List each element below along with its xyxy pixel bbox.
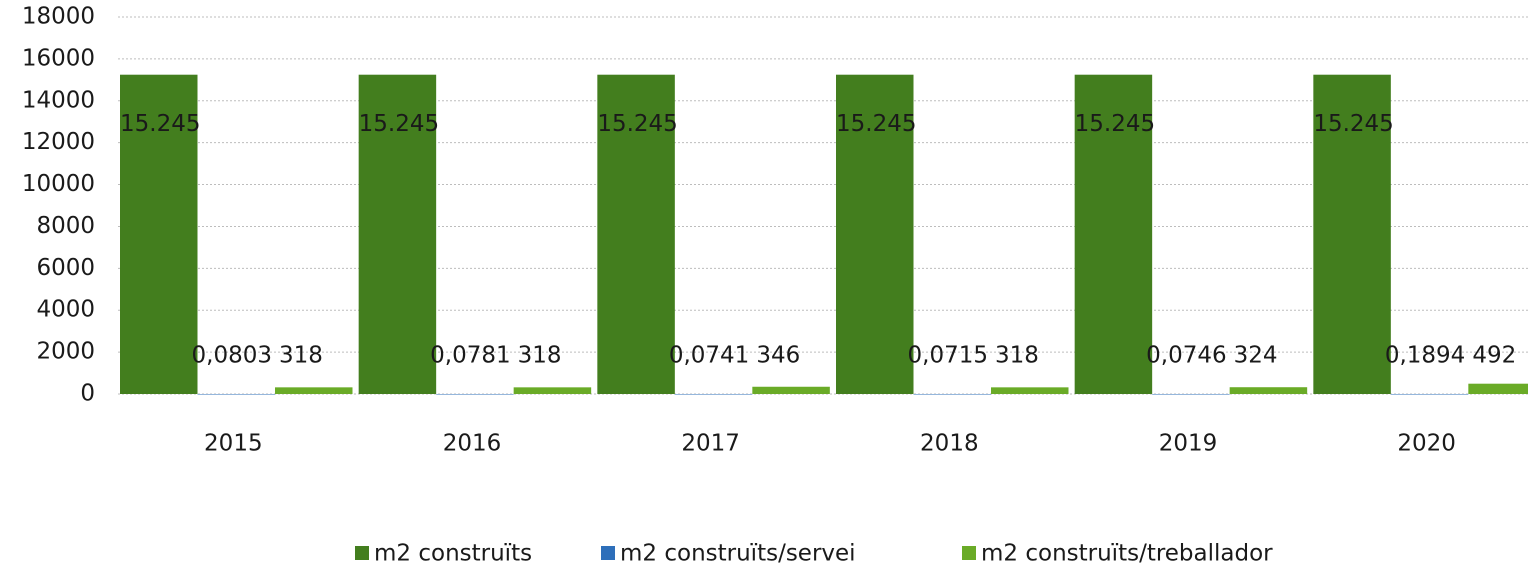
- x-tick-label: 2019: [1159, 431, 1218, 457]
- y-tick-label: 14000: [22, 87, 95, 113]
- bar: [1074, 74, 1153, 395]
- legend-label: m2 construïts: [374, 541, 532, 567]
- data-label: 492: [1472, 343, 1516, 369]
- x-tick-label: 2015: [204, 431, 263, 457]
- bar: [1468, 383, 1528, 394]
- data-label: 0,0803: [192, 343, 272, 369]
- data-label: 318: [279, 343, 323, 369]
- bar: [991, 387, 1069, 394]
- bar: [120, 74, 198, 395]
- legend-label: m2 construïts/servei: [620, 541, 856, 567]
- data-label: 318: [518, 343, 562, 369]
- legend-swatch: [601, 546, 615, 560]
- bar: [1313, 74, 1391, 395]
- data-label: 0,0746: [1146, 343, 1226, 369]
- bar: [1390, 393, 1469, 395]
- x-tick-label: 2018: [920, 431, 979, 457]
- data-label: 15.245: [1313, 111, 1393, 137]
- legend-label: m2 construïts/treballador: [981, 541, 1273, 567]
- bar: [197, 393, 275, 395]
- data-label: 0,1894: [1385, 343, 1465, 369]
- bar: [1152, 393, 1230, 395]
- legend-swatch: [355, 546, 369, 560]
- x-tick-label: 2016: [443, 431, 502, 457]
- bar: [674, 393, 753, 395]
- data-label: 0,0715: [908, 343, 988, 369]
- legend-swatch: [962, 546, 976, 560]
- y-tick-label: 10000: [22, 171, 95, 197]
- y-tick-label: 2000: [36, 339, 95, 365]
- bar: [436, 393, 514, 395]
- data-label: 15.245: [359, 111, 439, 137]
- bar: [358, 74, 437, 395]
- bar: [513, 387, 592, 394]
- data-label: 0,0741: [669, 343, 749, 369]
- data-label: 15.245: [597, 111, 677, 137]
- bar: [597, 74, 675, 395]
- data-label: 15.245: [836, 111, 916, 137]
- y-tick-label: 6000: [36, 255, 95, 281]
- y-tick-label: 18000: [22, 4, 95, 30]
- y-tick-label: 12000: [22, 129, 95, 155]
- bar: [752, 386, 830, 394]
- y-tick-label: 8000: [36, 213, 95, 239]
- data-label: 15.245: [1075, 111, 1155, 137]
- bar: [836, 74, 914, 395]
- y-tick-label: 0: [80, 381, 95, 407]
- bar: [275, 387, 353, 394]
- data-label: 324: [1234, 343, 1278, 369]
- bar: [1229, 387, 1308, 394]
- y-tick-label: 4000: [36, 297, 95, 323]
- x-tick-label: 2020: [1397, 431, 1456, 457]
- data-label: 0,0781: [430, 343, 510, 369]
- bar: [913, 393, 991, 395]
- data-label: 15.245: [120, 111, 200, 137]
- y-tick-label: 16000: [22, 45, 95, 71]
- data-label: 346: [756, 343, 800, 369]
- x-tick-label: 2017: [681, 431, 740, 457]
- data-label: 318: [995, 343, 1039, 369]
